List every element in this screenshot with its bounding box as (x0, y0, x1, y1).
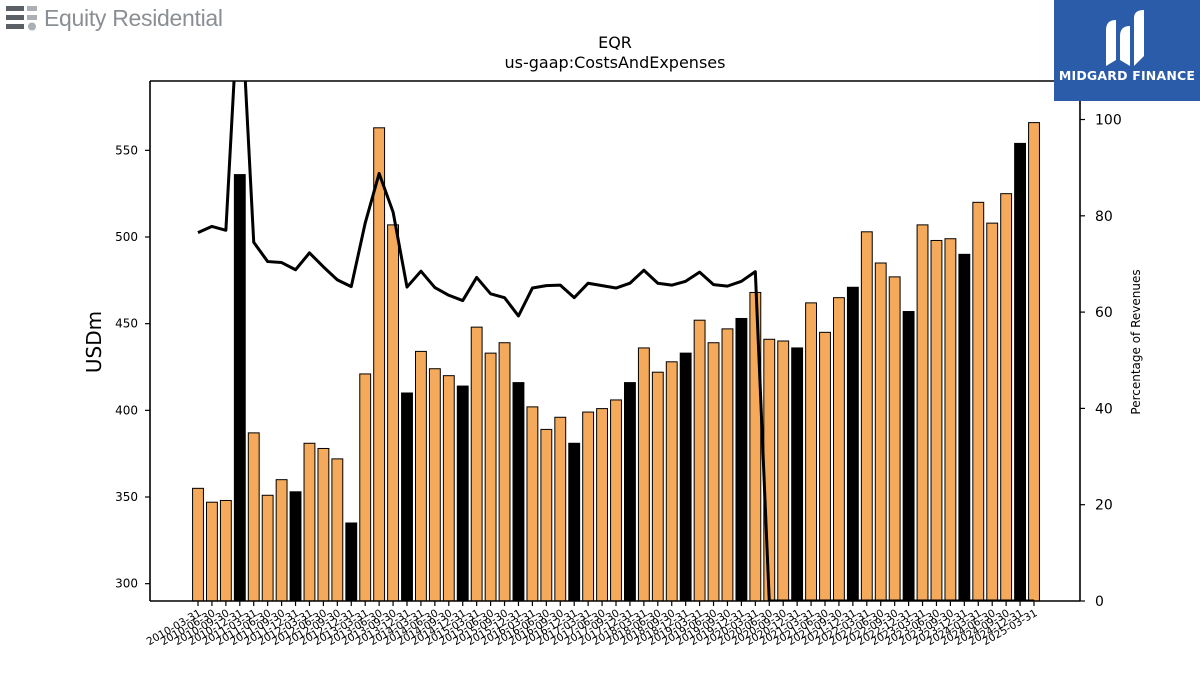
bar-2020-06-30 (763, 338, 776, 601)
chart-subtitle: us-gaap:CostsAndExpenses (505, 53, 726, 72)
bar-2016-06-30 (540, 428, 553, 601)
bar-2010-03-31 (192, 487, 204, 601)
bar-2013-09-30 (387, 224, 400, 601)
y-tick-label: 450 (115, 317, 138, 331)
x-axis-ticks: 2010-03-312010-06-302010-09-302010-12-31… (145, 601, 1040, 648)
bar-2024-09-30 (1000, 193, 1013, 601)
bar-2024-03-31 (972, 201, 985, 601)
y2-tick-label: 100 (1095, 113, 1122, 129)
midgard-finance-logo-icon (1106, 10, 1144, 66)
bar-2019-06-30 (707, 342, 720, 601)
bar-2013-12-31 (401, 392, 413, 601)
y-tick-label: 500 (115, 230, 138, 244)
y2-tick-label: 80 (1095, 209, 1113, 225)
bar-2023-12-31 (958, 253, 971, 601)
bar-2015-12-31 (512, 382, 525, 601)
bar-2021-12-31 (846, 286, 859, 601)
bar-2017-12-31 (624, 382, 636, 601)
bar-2017-03-31 (582, 411, 595, 601)
bar-2025-03-31 (1028, 122, 1040, 601)
bar-2015-06-30 (484, 352, 497, 601)
bar-2020-12-31 (791, 347, 804, 601)
badge-label: MIDGARD FINANCE (1058, 68, 1196, 83)
bar-2016-12-31 (568, 442, 581, 601)
bar-2024-12-31 (1014, 142, 1027, 601)
bar-2023-03-31 (916, 224, 929, 601)
y2-axis-ticks: 0 20 40 60 80 100 (1080, 113, 1122, 610)
bar-2014-12-31 (456, 385, 469, 601)
bar-2022-03-31 (860, 231, 873, 601)
company-name: Equity Residential (44, 4, 223, 31)
bar-2015-03-31 (470, 326, 483, 601)
bar-series (192, 122, 1040, 601)
bar-2016-03-31 (526, 406, 539, 601)
bar-2019-09-30 (721, 328, 734, 601)
y-axis-ticks: 300 350 400 450 500 550 (115, 143, 150, 591)
bar-2012-12-31 (345, 522, 358, 601)
bar-2018-12-31 (679, 352, 692, 601)
brand-logo: Equity Residential (6, 4, 223, 32)
bar-2023-06-30 (930, 239, 943, 601)
bar-2012-03-31 (303, 442, 316, 601)
bar-2018-06-30 (651, 371, 664, 601)
axes (149, 80, 1081, 602)
bar-2011-06-30 (261, 494, 274, 601)
bar-2020-09-30 (777, 340, 790, 601)
bar-2010-12-31 (233, 174, 246, 601)
bar-2014-03-31 (415, 350, 427, 601)
bar-2017-09-30 (610, 399, 622, 601)
bar-2022-06-30 (874, 262, 887, 601)
bar-2014-09-30 (442, 375, 455, 601)
bar-2022-12-31 (902, 311, 915, 601)
bar-2011-03-31 (247, 432, 260, 601)
y-tick-label: 550 (115, 143, 138, 157)
bar-2014-06-30 (428, 368, 441, 601)
bar-2022-09-30 (888, 276, 901, 601)
equity-residential-logo-icon (6, 6, 37, 31)
y-axis-label: USDm (82, 311, 106, 373)
bar-2013-06-30 (373, 127, 386, 601)
bar-2010-09-30 (219, 499, 232, 601)
percent-of-revenues-line (197, 81, 1034, 601)
y-tick-label: 350 (115, 490, 138, 504)
bar-2011-09-30 (275, 479, 288, 601)
bar-2021-09-30 (833, 297, 845, 601)
bar-2019-12-31 (735, 317, 748, 601)
bar-2015-09-30 (498, 342, 511, 601)
bar-2019-03-31 (693, 319, 706, 601)
bar-2023-09-30 (944, 238, 957, 601)
bar-2017-06-30 (596, 408, 609, 601)
bar-2011-12-31 (289, 491, 302, 601)
y2-axis-label: Percentage of Revenues (1129, 269, 1143, 414)
line-series (197, 81, 1034, 601)
bar-2018-09-30 (665, 361, 678, 601)
bar-2012-06-30 (317, 447, 330, 601)
chart-title: EQR (598, 33, 632, 52)
bar-2024-06-30 (986, 222, 999, 601)
y-tick-label: 300 (115, 577, 138, 591)
bar-2021-03-31 (805, 302, 818, 601)
bar-2021-06-30 (819, 331, 831, 601)
y2-tick-label: 20 (1095, 498, 1113, 514)
bar-2016-09-30 (554, 416, 567, 601)
bar-2012-09-30 (331, 458, 344, 601)
bar-2010-06-30 (206, 501, 218, 601)
y2-tick-label: 60 (1095, 305, 1113, 321)
bar-2013-03-31 (359, 373, 372, 601)
y2-tick-label: 0 (1095, 594, 1104, 610)
y-tick-label: 400 (115, 403, 138, 417)
midgard-finance-badge: MIDGARD FINANCE (1054, 0, 1200, 101)
y2-tick-label: 40 (1095, 401, 1113, 417)
bar-2018-03-31 (637, 347, 650, 601)
